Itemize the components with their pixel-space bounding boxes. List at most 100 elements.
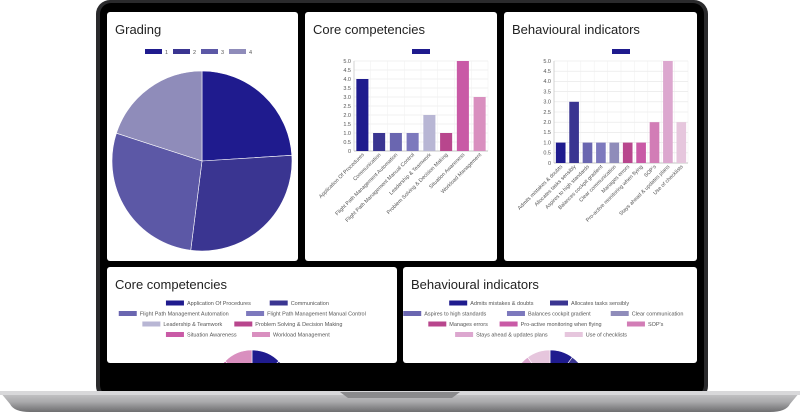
behav-pie-slice-2	[567, 356, 579, 363]
y-tick-label: 4.5	[543, 69, 551, 75]
legend-label: 2	[193, 50, 196, 56]
y-tick-label: 1.0	[343, 131, 351, 137]
legend-label: Clear communication	[632, 312, 684, 318]
core-bar	[373, 133, 386, 151]
legend-label: Stays ahead & updates plans	[476, 333, 548, 339]
y-tick-label: 3.0	[543, 100, 551, 106]
behav-bar-title: Behavioural indicators	[512, 22, 640, 37]
y-tick-label: 2.0	[543, 120, 551, 126]
legend-label: 4	[249, 50, 252, 56]
core-pie-title: Core competencies	[115, 277, 227, 292]
legend-swatch	[252, 332, 270, 337]
behav-bar	[676, 122, 687, 163]
legend-label: Application Of Procedures	[187, 301, 251, 307]
legend-label: Communication	[291, 301, 329, 307]
legend-swatch	[145, 49, 162, 54]
core-bar	[423, 115, 436, 151]
y-tick-label: 4.0	[543, 79, 551, 85]
core-competencies-bar-chart: 00.51.01.52.02.53.03.54.04.55.0Applicati…	[318, 49, 489, 224]
behav-bar	[555, 142, 566, 163]
legend-label: Manages errors	[449, 322, 488, 328]
core-pie-slice-1	[251, 349, 280, 363]
core-bar-title: Core competencies	[313, 22, 425, 37]
legend-swatch	[201, 49, 218, 54]
y-tick-label: 0.5	[543, 151, 551, 157]
legend-swatch	[626, 321, 645, 327]
behav-bar	[609, 142, 620, 163]
grading-title: Grading	[115, 22, 162, 37]
legend-swatch	[412, 49, 430, 54]
legend-label: Balances cockpit gradient	[528, 312, 591, 318]
behav-pie-slice-1	[549, 349, 573, 363]
behavioural-pie-panel: Behavioural indicators Admits mistakes &…	[403, 267, 697, 363]
behav-bar	[582, 142, 593, 163]
legend-swatch	[142, 321, 161, 327]
legend-swatch	[246, 311, 265, 316]
core-pie-slice-8	[224, 349, 253, 363]
y-tick-label: 2.5	[343, 104, 351, 110]
behavioural-indicators-pie-chart: Admits mistakes & doubts Allocates tasks …	[403, 300, 684, 363]
legend-label: Leadership & Teamwork	[163, 322, 222, 328]
core-pie-slice-2	[276, 360, 281, 363]
core-competencies-pie-chart: Application Of Procedures Communication Fl…	[118, 300, 366, 363]
behav-pie-slice-10	[527, 349, 551, 363]
y-tick-label: 3.0	[343, 95, 351, 101]
y-tick-label: 1.5	[543, 130, 551, 136]
legend-swatch	[564, 332, 583, 337]
legend-label: Use of checklists	[586, 333, 628, 339]
legend-label: Flight Path Management Manual Control	[267, 312, 366, 318]
legend-label: Problem Solving & Decision Making	[255, 322, 342, 328]
legend-swatch	[165, 332, 184, 337]
core-bar	[440, 133, 453, 151]
core-competencies-bar-panel: Core competencies 0 0.5 1.0 1.5 2.0 2.5 3.0 3.5…	[305, 12, 497, 261]
core-bar	[356, 79, 369, 151]
legend-label: SOP's	[648, 322, 664, 328]
core-bar	[406, 133, 419, 151]
y-tick-label: 0	[548, 161, 551, 167]
grading-panel: Grading 1 2 3 4	[107, 12, 298, 261]
legend-label: Allocates tasks sensibly	[571, 301, 629, 307]
behav-bar	[636, 142, 646, 163]
legend-swatch	[269, 300, 288, 306]
core-bar	[389, 133, 402, 151]
behav-pie-title: Behavioural indicators	[411, 277, 539, 292]
legend-swatch	[550, 300, 568, 306]
y-tick-label: 0.5	[343, 140, 351, 146]
behav-bar	[622, 142, 633, 163]
legend-label: 3	[221, 50, 224, 56]
legend-swatch	[165, 300, 184, 306]
y-tick-label: 2.5	[543, 110, 551, 116]
core-bar	[473, 97, 486, 151]
legend-swatch	[428, 321, 447, 327]
core-competencies-pie-panel: Core competencies Application Of Procedu…	[107, 267, 397, 363]
legend-swatch	[403, 311, 422, 316]
y-tick-label: 3.5	[543, 89, 551, 95]
legend-label: Admits mistakes & doubts	[470, 301, 534, 307]
legend-swatch	[612, 49, 630, 54]
legend-label: Flight Path Management Automation	[140, 312, 229, 318]
legend-swatch	[449, 300, 468, 306]
legend-swatch	[234, 321, 253, 327]
y-tick-label: 4.0	[343, 77, 351, 83]
legend-swatch	[118, 311, 137, 316]
grading-slice-3	[111, 132, 203, 251]
legend-label: Aspires to high standards	[424, 312, 486, 318]
legend-swatch	[499, 321, 518, 327]
grading-pie-chart: 1 2 3 4	[111, 49, 293, 252]
legend-label: Workload Management	[273, 333, 330, 339]
y-tick-label: 1.5	[343, 122, 351, 128]
behav-bar	[596, 142, 606, 163]
y-tick-label: 4.5	[343, 68, 351, 74]
legend-swatch	[173, 49, 190, 54]
y-tick-label: 1.0	[543, 140, 551, 146]
legend-swatch	[506, 311, 525, 316]
legend-swatch	[455, 332, 474, 337]
y-tick-label: 3.5	[343, 86, 351, 92]
legend-label: Pro-active monitoring when flying	[521, 322, 602, 328]
grading-slice-2	[190, 155, 293, 252]
grading-slice-1	[201, 70, 293, 162]
grading-slice-4	[116, 70, 203, 162]
core-bar	[456, 61, 469, 151]
y-tick-label: 5.0	[543, 59, 551, 65]
